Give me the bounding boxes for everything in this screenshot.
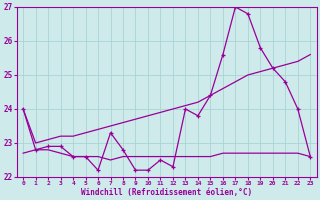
X-axis label: Windchill (Refroidissement éolien,°C): Windchill (Refroidissement éolien,°C) [81, 188, 252, 197]
